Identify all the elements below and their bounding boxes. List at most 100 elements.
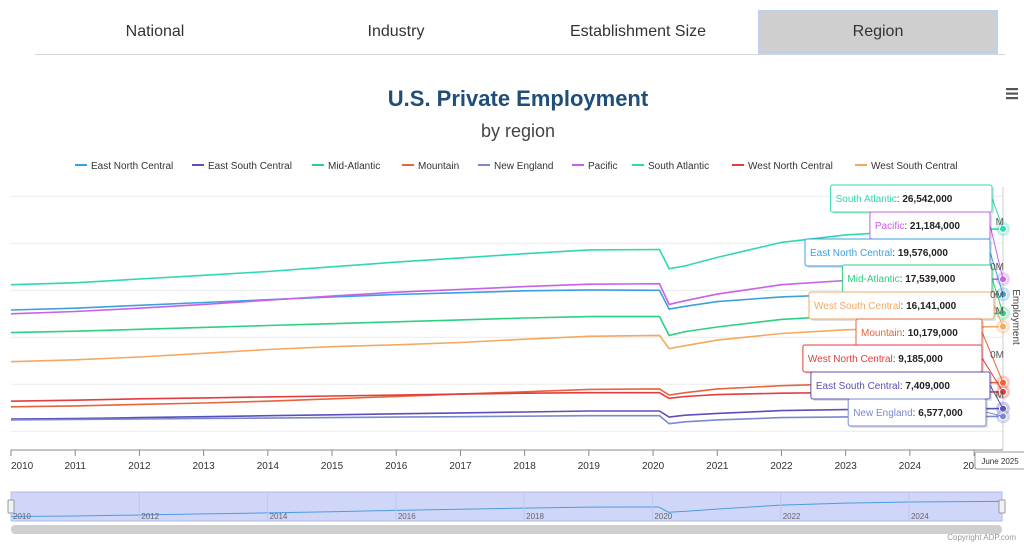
x-tick-label: 2017 [449, 461, 472, 472]
legend-label: Pacific [588, 161, 617, 172]
navigator-tick-label: 2012 [141, 512, 159, 521]
tooltip-box: East North Central: 19,576,000 [804, 238, 1004, 295]
legend-label: West North Central [748, 161, 833, 172]
y-axis-title: Employment [1010, 289, 1021, 345]
x-tick-label: 2013 [192, 461, 215, 472]
tooltip-box: East South Central: 7,409,000 [810, 371, 1004, 409]
x-tick-label: 2011 [64, 461, 86, 472]
legend-item[interactable]: Pacific [572, 161, 617, 172]
navigator-tick-label: 2022 [783, 512, 801, 521]
legend-item[interactable]: East South Central [192, 161, 292, 172]
navigator-tick-label: 2014 [270, 512, 288, 521]
series-line [10, 228, 1004, 286]
navigator-handle[interactable] [998, 499, 1006, 514]
crosshair-date-label: June 2025 [974, 451, 1024, 470]
x-tick-label: 2015 [321, 461, 344, 472]
tooltip-text: East North Central: 19,576,000 [810, 248, 948, 259]
tooltip-box: West South Central: 16,141,000 [808, 291, 1004, 327]
y-value-fragment: 0M [990, 290, 1004, 301]
legend-label: West South Central [871, 161, 958, 172]
tooltip-text: West South Central: 16,141,000 [814, 301, 957, 312]
x-tick-label: 2019 [578, 461, 601, 472]
crosshair-date-bg [974, 451, 1024, 470]
y-value-fragment: 0M [990, 350, 1004, 361]
navigator-window [10, 491, 1003, 522]
tooltip-box: South Atlantic: 26,542,000 [830, 184, 1004, 230]
chart-subtitle: by region [481, 121, 555, 141]
y-value-fragment: M [996, 217, 1004, 228]
menu-icon[interactable] [1006, 88, 1018, 100]
tooltip-box: Mid-Atlantic: 17,539,000 [841, 264, 1004, 314]
navigator-tick-label: 2016 [398, 512, 416, 521]
y-value-fragment: M [996, 390, 1004, 401]
x-tick-label: 2023 [835, 461, 858, 472]
x-tick-label: 2010 [11, 461, 34, 472]
tooltip-connector [981, 357, 1004, 393]
employment-chart: U.S. Private Employment by region East Nor… [7, 86, 1024, 534]
legend-item[interactable]: South Atlantic [632, 161, 709, 172]
legend-item[interactable]: Mountain [402, 161, 459, 172]
series-line [10, 391, 1004, 402]
menu-icon-bar [1006, 92, 1018, 95]
legend-label: New England [494, 161, 553, 172]
series-line [10, 278, 1004, 315]
tooltip-connector [991, 197, 1004, 230]
y-value-fragment: 0M [990, 262, 1004, 273]
navigator-tick-label: 2018 [526, 512, 544, 521]
legend-item[interactable]: West South Central [855, 161, 958, 172]
tooltip-text: East South Central: 7,409,000 [816, 381, 950, 392]
copyright-text: Copyright ADP.com [947, 533, 1016, 542]
chart-title: U.S. Private Employment [388, 86, 649, 111]
series-line [10, 325, 1004, 363]
navigator-series [10, 500, 1003, 517]
tooltip-box: West North Central: 9,185,000 [802, 344, 1004, 393]
tooltip-text: New England: 6,577,000 [853, 408, 963, 419]
tab-region[interactable]: Region [758, 10, 998, 54]
navigator-tick-label: 2020 [654, 512, 672, 521]
tooltip-connector [989, 251, 1004, 295]
tab-national[interactable]: National [125, 23, 185, 40]
legend-item[interactable]: New England [478, 161, 553, 172]
tab-establishment-size[interactable]: Establishment Size [569, 23, 707, 40]
tooltip-text: Mountain: 10,179,000 [861, 328, 958, 339]
navigator-tick-label: 2010 [13, 512, 31, 521]
navigator-tick-label: 2024 [911, 512, 929, 521]
navigator-scrollbar[interactable] [11, 525, 1002, 534]
tooltip-bg [847, 398, 987, 427]
x-tick-label: 2020 [642, 461, 665, 472]
x-tick-label: 2024 [899, 461, 922, 472]
menu-icon-bar [1006, 97, 1018, 100]
crosshair-date-text: June 2025 [981, 457, 1019, 466]
series-line [10, 381, 1004, 408]
tooltip-text: West North Central: 9,185,000 [808, 354, 943, 365]
y-value-fragment: M [996, 306, 1004, 317]
legend-item[interactable]: Mid-Atlantic [312, 161, 380, 172]
x-tick-label: 2022 [770, 461, 793, 472]
x-tick-label: 2016 [385, 461, 408, 472]
legend-item[interactable]: West North Central [732, 161, 833, 172]
tooltip-connector [993, 304, 1004, 327]
tooltip-box: Mountain: 10,179,000 [855, 318, 1004, 383]
x-tick-label: 2018 [514, 461, 537, 472]
legend-label: South Atlantic [648, 161, 709, 172]
series-end-marker [999, 290, 1007, 299]
tooltip-text: Pacific: 21,184,000 [875, 221, 961, 232]
series-line [10, 407, 1004, 420]
x-tick-label: 2014 [257, 461, 280, 472]
tab-industry[interactable]: Industry [367, 23, 425, 40]
legend-label: Mountain [418, 161, 459, 172]
x-tick-label: 2021 [706, 461, 729, 472]
series-line [10, 289, 1004, 311]
navigator-handle[interactable] [7, 499, 15, 514]
menu-icon-bar [1006, 88, 1018, 91]
tooltip-connector [989, 384, 1004, 409]
legend-label: East South Central [208, 161, 292, 172]
legend-label: East North Central [91, 161, 173, 172]
tab-bar: National Industry Establishment Size Reg… [35, 10, 1005, 55]
x-tick-label: 2012 [128, 461, 151, 472]
tooltip-text: South Atlantic: 26,542,000 [836, 194, 953, 205]
x-tick-label: 2025 [963, 461, 986, 472]
legend-item[interactable]: East North Central [75, 161, 173, 172]
tooltip-connector [985, 411, 1004, 417]
legend-label: Mid-Atlantic [328, 161, 380, 172]
